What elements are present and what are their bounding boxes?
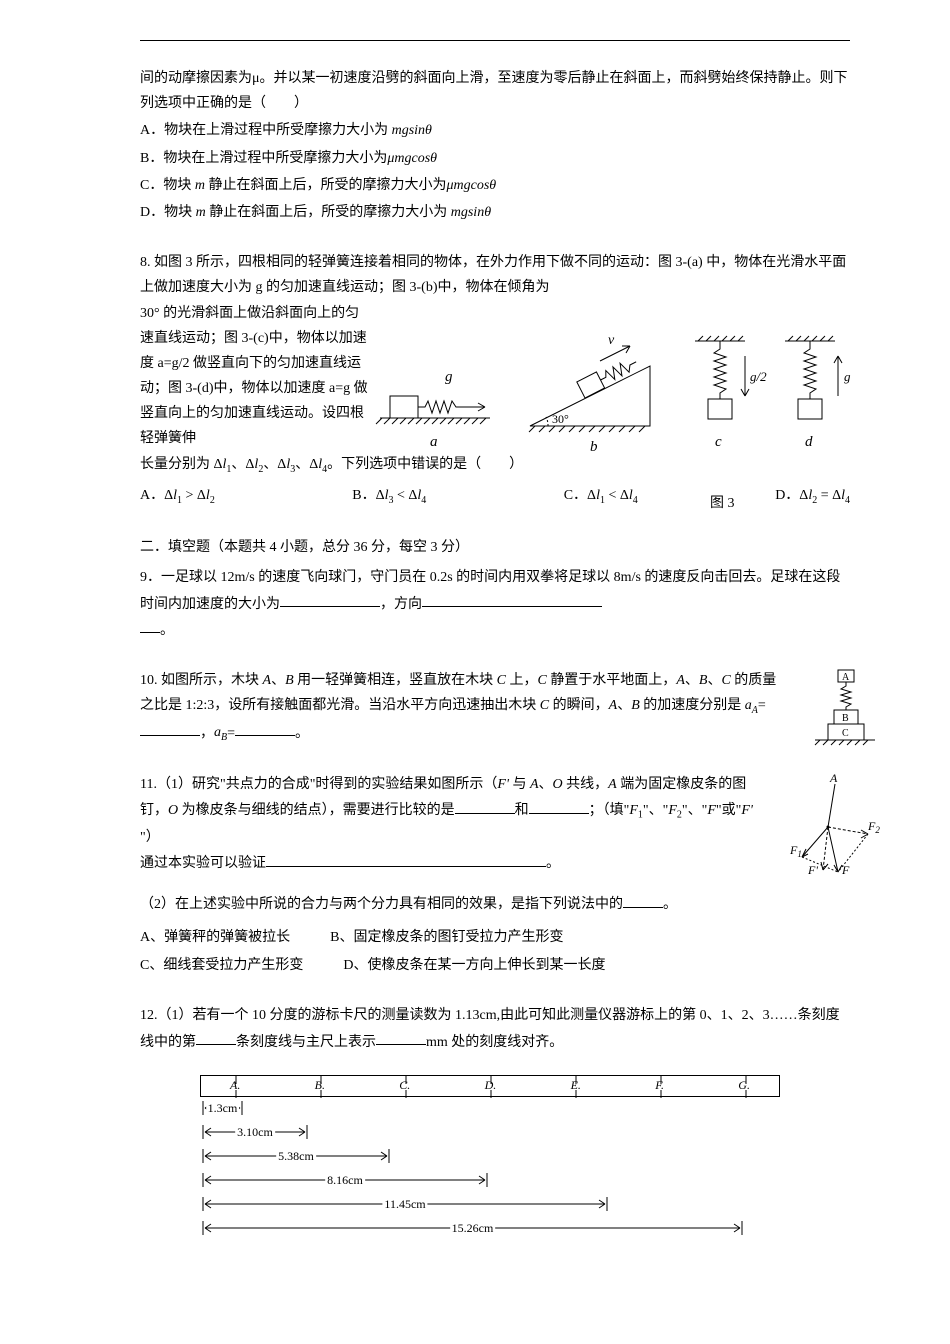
- measure-label: 8.16cm: [325, 1170, 365, 1192]
- measure-label: 1.3cm: [206, 1098, 240, 1120]
- q11-blank2: [529, 797, 589, 814]
- q11-2-blank: [623, 891, 663, 908]
- q11-blank3: [266, 850, 546, 867]
- svg-text:C: C: [842, 728, 849, 739]
- svg-text:F1: F1: [789, 843, 802, 859]
- ruler-main: [200, 1075, 780, 1097]
- q12-blank2: [376, 1029, 426, 1046]
- q9-blank1: [280, 591, 380, 608]
- svg-text:d: d: [805, 434, 813, 450]
- measure-row: 3.10cm: [200, 1123, 800, 1145]
- section-2-header: 二．填空题（本题共 4 小题，总分 36 分，每空 3 分）: [140, 535, 850, 560]
- question-8: 8. 如图 3 所示，四根相同的轻弹簧连接着相同的物体，在外力作用下做不同的运动…: [140, 250, 850, 510]
- q11-2-opt-b: B、固定橡皮条的图钉受拉力产生形变: [330, 925, 563, 950]
- measure-label: 15.26cm: [450, 1218, 496, 1240]
- question-9: 9．一足球以 12m/s 的速度飞向球门，守门员在 0.2s 的时间内用双拳将足…: [140, 565, 850, 642]
- q7-opt-a: A．物块在上滑过程中所受摩擦力大小为 mgsinθ: [140, 118, 850, 143]
- measure-label: 11.45cm: [382, 1194, 427, 1216]
- measure-row: 5.38cm: [200, 1147, 800, 1169]
- question-7: 间的动摩擦因素为μ。并以某一初速度沿劈的斜面向上滑，至速度为零后静止在斜面上，而…: [140, 66, 850, 225]
- svg-text:v: v: [608, 333, 615, 348]
- svg-text:F2: F2: [867, 819, 880, 835]
- measure-row: 8.16cm: [200, 1171, 800, 1193]
- q8-intro: 8. 如图 3 所示，四根相同的轻弹簧连接着相同的物体，在外力作用下做不同的运动…: [140, 250, 850, 300]
- svg-text:B: B: [842, 713, 849, 724]
- q8-wrap: 30° 的光滑斜面上做沿斜面向上的匀速直线运动；图 3-(c)中，物体以加速度 …: [140, 301, 370, 452]
- measure-row: 1.3cm: [200, 1099, 800, 1121]
- q10-figure: A B C: [810, 668, 880, 753]
- measure-label: 3.10cm: [235, 1122, 275, 1144]
- q9-blank3: [140, 617, 160, 634]
- q9-text3: 。: [160, 622, 174, 637]
- q7-opt-c: C．物块 m 静止在斜面上后，所受的摩擦力大小为μmgcosθ: [140, 173, 850, 198]
- svg-text:b: b: [590, 439, 598, 455]
- svg-text:30°: 30°: [552, 412, 569, 426]
- measure-label: 5.38cm: [276, 1146, 316, 1168]
- q12-ruler-figure: A. B. C. D. E. F. G.: [200, 1075, 800, 1275]
- q8-svg: g a: [370, 336, 850, 506]
- q8-opt-a: A．Δl1 > Δl2: [140, 483, 215, 510]
- question-12: 12.（1）若有一个 10 分度的游标卡尺的测量读数为 1.13cm,由此可知此…: [140, 1003, 850, 1274]
- q9-blank2: [422, 591, 602, 608]
- measure-row: 11.45cm: [200, 1195, 800, 1217]
- q7-cont: 间的动摩擦因素为μ。并以某一初速度沿劈的斜面向上滑，至速度为零后静止在斜面上，而…: [140, 66, 850, 116]
- q8-figures: g a: [370, 336, 850, 516]
- svg-text:g: g: [844, 369, 851, 384]
- svg-text:a: a: [430, 434, 438, 450]
- q10-blank2: [235, 720, 295, 737]
- svg-text:g: g: [445, 369, 453, 385]
- svg-text:A: A: [829, 771, 838, 785]
- q7-opt-b: B．物块在上滑过程中所受摩擦力大小为μmgcosθ: [140, 146, 850, 171]
- svg-text:A: A: [842, 672, 850, 683]
- svg-text:g/2: g/2: [750, 369, 767, 384]
- q11-blank1: [455, 797, 515, 814]
- measures: 1.3cm 3.10cm 5.38cm 8.16cm: [200, 1099, 800, 1241]
- fig3-caption: 图 3: [710, 491, 735, 516]
- q11-2-options: A、弹簧秤的弹簧被拉长 B、固定橡皮条的图钉受拉力产生形变 C、细线套受拉力产生…: [140, 925, 760, 978]
- question-11: 11.（1）研究"共点力的合成"时得到的实验结果如图所示（F' 与 A、O 共线…: [140, 772, 850, 978]
- q12-blank1: [196, 1029, 236, 1046]
- q10-blank1: [140, 720, 200, 737]
- q11-2-opt-c: C、细线套受拉力产生形变: [140, 953, 303, 978]
- svg-text:c: c: [715, 434, 722, 450]
- svg-text:F: F: [841, 863, 850, 877]
- measure-row: 15.26cm: [200, 1219, 800, 1241]
- q7-options: A．物块在上滑过程中所受摩擦力大小为 mgsinθ B．物块在上滑过程中所受摩擦…: [140, 118, 850, 225]
- q7-opt-d: D．物块 m 静止在斜面上后，所受的摩擦力大小为 mgsinθ: [140, 200, 850, 225]
- q11-figure: A F1 F2 F F': [790, 772, 880, 882]
- q11-2-opt-d: D、使橡皮条在某一方向上伸长到某一长度: [343, 953, 605, 978]
- question-10: 10. 如图所示，木块 A、B 用一轻弹簧相连，竖直放在木块 C 上，C 静置于…: [140, 668, 850, 748]
- q9-text2: ，方向: [380, 596, 422, 611]
- q11-2-opt-a: A、弹簧秤的弹簧被拉长: [140, 925, 290, 950]
- svg-text:F': F': [807, 863, 818, 877]
